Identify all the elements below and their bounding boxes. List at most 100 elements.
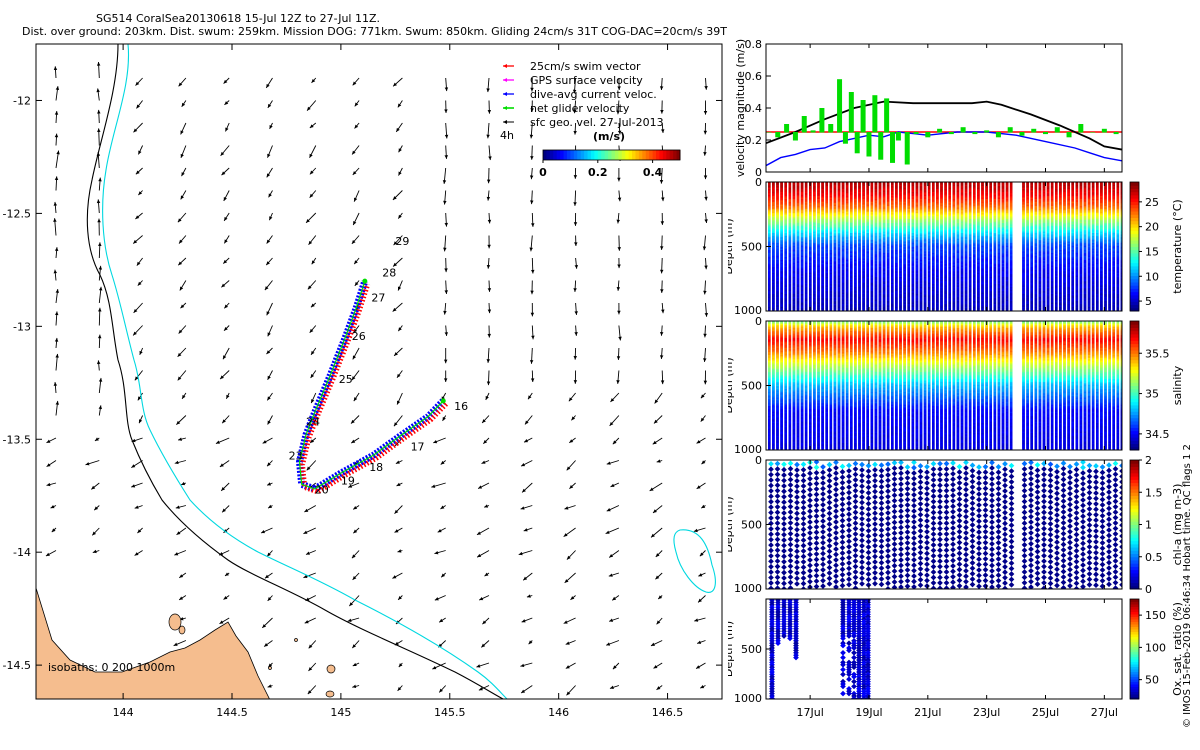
geo-velocity-arrow: [444, 212, 449, 227]
geo-velocity-arrow: [134, 370, 143, 381]
geo-velocity-arrow: [443, 235, 447, 252]
profile-sample: [792, 308, 796, 311]
geo-velocity-arrow: [609, 685, 620, 689]
geo-arrow-head: [441, 573, 446, 578]
geo-velocity-arrow: [98, 377, 103, 394]
geo-velocity-arrow: [303, 527, 316, 535]
geo-velocity-arrow: [477, 482, 490, 489]
geo-arrow-head: [268, 504, 273, 509]
geo-velocity-arrow: [309, 145, 317, 158]
geo-velocity-arrow: [136, 257, 143, 266]
geo-velocity-arrow: [703, 167, 708, 180]
geo-velocity-arrow: [652, 505, 663, 514]
geo-velocity-arrow: [655, 550, 663, 558]
geo-arrow-head: [178, 329, 183, 334]
geo-velocity-arrow: [352, 212, 360, 226]
geo-velocity-arrow: [573, 190, 577, 206]
geo-arrow-head: [609, 618, 614, 622]
day-label: 27: [371, 291, 385, 304]
geo-velocity-arrow: [398, 145, 403, 153]
profile-sample: [837, 308, 841, 311]
geo-velocity-arrow: [703, 370, 708, 385]
geo-velocity-arrow: [443, 347, 448, 364]
geo-velocity-arrow: [177, 257, 187, 266]
colorbar-segment: [590, 150, 595, 160]
geo-arrow-head: [398, 663, 403, 668]
geo-arrow-head: [564, 506, 569, 510]
geo-velocity-arrow: [443, 302, 447, 315]
geo-arrow-head: [310, 303, 315, 308]
geo-velocity-arrow: [606, 460, 620, 465]
geo-arrow-head: [353, 529, 358, 534]
colorbar-segment: [549, 150, 554, 160]
colorbar-segment: [673, 150, 678, 160]
geo-arrow-head: [181, 172, 185, 177]
geo-arrow-head: [221, 171, 226, 176]
geo-velocity-arrow: [574, 235, 578, 246]
geo-arrow-head: [652, 440, 657, 445]
geo-arrow-head: [98, 405, 103, 410]
geo-velocity-arrow: [703, 280, 707, 295]
geo-arrow-head: [136, 104, 141, 109]
geo-velocity-arrow: [91, 527, 100, 536]
geo-arrow-head: [606, 461, 611, 465]
geo-arrow-head: [180, 130, 184, 135]
geo-arrow-head: [606, 508, 611, 512]
geo-arrow-head: [98, 265, 103, 270]
geo-arrow-head: [269, 216, 273, 221]
geo-arrow-head: [394, 509, 399, 514]
geo-arrow-head: [444, 109, 448, 114]
geo-velocity-arrow: [266, 302, 273, 316]
geo-arrow-head: [442, 180, 447, 184]
geo-velocity-arrow: [486, 122, 490, 139]
geo-arrow-head: [53, 218, 57, 222]
geo-velocity-arrow: [530, 302, 535, 317]
profile-sample: [796, 308, 800, 311]
colorbar-segment: [676, 150, 681, 160]
geo-velocity-arrow: [347, 617, 360, 622]
geo-arrow-head: [531, 335, 535, 340]
geo-velocity-arrow: [616, 347, 621, 360]
geo-arrow-head: [179, 596, 184, 600]
geo-velocity-arrow: [704, 302, 709, 317]
geo-velocity-arrow: [444, 145, 449, 159]
geo-arrow-head: [479, 596, 484, 601]
geo-arrow-head: [444, 268, 448, 273]
geo-arrow-head: [659, 179, 664, 184]
colorbar-segment: [584, 150, 589, 160]
geo-arrow-head: [702, 246, 707, 251]
geo-velocity-arrow: [348, 482, 360, 488]
geo-velocity-arrow: [520, 662, 533, 668]
geo-arrow-head: [351, 554, 356, 559]
geo-arrow-head: [175, 505, 180, 509]
geo-arrow-head: [478, 485, 483, 489]
geo-arrow-head: [701, 504, 706, 509]
net-velocity-bar: [1019, 132, 1025, 136]
legend-label-geo: sfc geo. vel. 27-Jul-2013: [530, 116, 664, 129]
geo-velocity-arrow: [223, 212, 230, 222]
geo-arrow-head: [354, 124, 359, 129]
geo-arrow-head: [306, 218, 310, 223]
colorbar-segment: [553, 150, 558, 160]
geo-arrow-head: [137, 396, 142, 401]
geo-velocity-arrow: [660, 370, 665, 385]
geo-arrow-head: [311, 78, 316, 83]
geo-arrow-head: [266, 261, 270, 266]
geo-velocity-arrow: [700, 415, 706, 422]
colorbar-segment: [566, 150, 571, 160]
geo-arrow-head: [352, 576, 357, 580]
geo-arrow-head: [267, 103, 272, 108]
colorbar-segment: [666, 150, 671, 160]
geo-arrow-head: [54, 311, 59, 316]
geo-arrow-head: [393, 262, 397, 267]
geo-velocity-arrow: [45, 550, 57, 557]
geo-velocity-arrow: [353, 257, 360, 265]
geo-arrow-head: [528, 395, 532, 400]
geo-arrow-head: [351, 240, 356, 244]
geo-arrow-head: [703, 380, 708, 385]
net-velocity-bar: [1031, 128, 1037, 133]
geo-velocity-arrow: [487, 302, 492, 314]
geo-velocity-arrow: [179, 572, 187, 579]
geo-velocity-arrow: [393, 415, 403, 427]
